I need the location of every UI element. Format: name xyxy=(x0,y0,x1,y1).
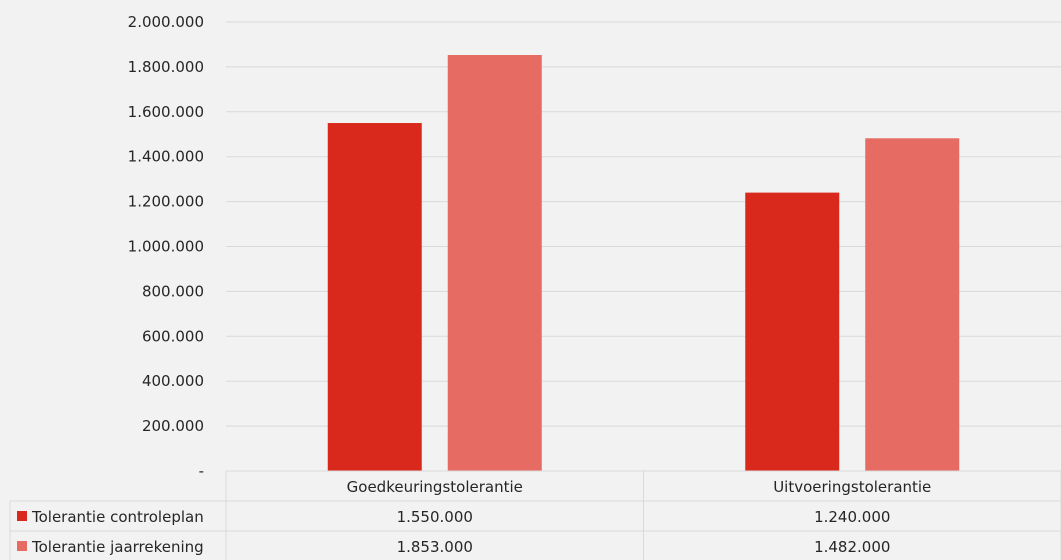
legend-label: Tolerantie jaarrekening xyxy=(31,538,204,556)
y-tick-label: 1.000.000 xyxy=(128,238,204,256)
data-label: 1.550.000 xyxy=(397,508,473,526)
y-tick-label: - xyxy=(199,462,204,480)
data-label: 1.240.000 xyxy=(814,508,890,526)
y-tick-label: 1.400.000 xyxy=(128,148,204,166)
bar-2-1 xyxy=(447,55,542,472)
legend-label: Tolerantie controleplan xyxy=(31,508,204,526)
y-tick-label: 1.600.000 xyxy=(128,103,204,121)
y-tick-label: 1.200.000 xyxy=(128,193,204,211)
data-label: 1.482.000 xyxy=(814,538,890,556)
y-tick-label: 2.000.000 xyxy=(128,13,204,31)
y-tick-label: 400.000 xyxy=(142,372,204,390)
y-tick-label: 800.000 xyxy=(142,282,204,300)
data-label: 1.853.000 xyxy=(397,538,473,556)
y-tick-label: 600.000 xyxy=(142,327,204,345)
category-label: Uitvoeringstolerantie xyxy=(773,478,931,496)
legend-key-1 xyxy=(17,511,27,521)
bar-1-1 xyxy=(327,123,422,472)
bar-1-2 xyxy=(745,192,840,471)
category-label: Goedkeuringstolerantie xyxy=(347,478,523,496)
legend-key-2 xyxy=(17,541,27,551)
bar-2-2 xyxy=(865,138,960,471)
y-tick-label: 1.800.000 xyxy=(128,58,204,76)
y-tick-label: 200.000 xyxy=(142,417,204,435)
